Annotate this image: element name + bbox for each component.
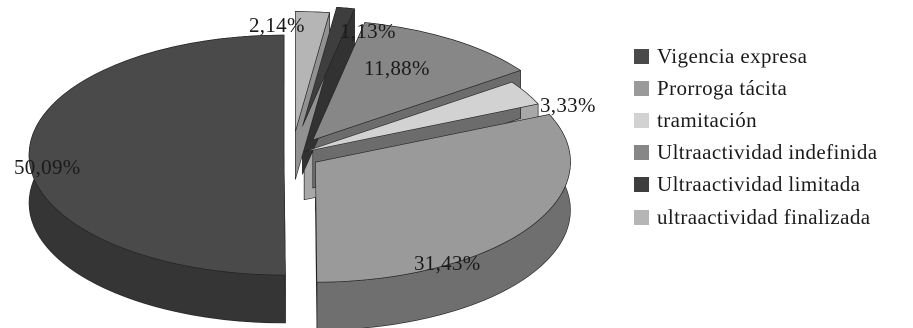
legend-swatch <box>634 80 649 96</box>
legend-swatch <box>634 145 649 161</box>
legend-label: tramitación <box>657 107 758 132</box>
legend-swatch <box>634 209 649 225</box>
legend-item-prorroga-tacita: Prorroga tácita <box>634 72 878 104</box>
pie-slice-tramitaci-n <box>304 81 539 153</box>
legend-item-tramitacion: tramitación <box>634 104 878 136</box>
pie-slice-ultraactividad-limitada <box>302 7 355 127</box>
pie-slice-vigencia-expresa <box>28 34 286 276</box>
legend-item-ultraactividad-finalizada: ultraactividad finalizada <box>634 201 878 233</box>
legend-label: Ultraactividad limitada <box>657 172 861 197</box>
data-label: 1,13% <box>340 19 396 43</box>
legend-label: Vigencia expresa <box>657 43 808 68</box>
legend-item-ultraactividad-indefinida: Ultraactividad indefinida <box>634 137 878 169</box>
pie-tops <box>28 7 571 283</box>
pie-slice-ultraactividad-indefinida <box>312 22 522 141</box>
data-label: 31,43% <box>414 251 481 275</box>
legend-label: ultraactividad finalizada <box>657 204 871 229</box>
pie-slice-prorroga-t-cita <box>315 114 571 283</box>
legend-swatch <box>634 112 649 128</box>
data-label: 3,33% <box>540 93 596 117</box>
legend-swatch <box>634 177 649 193</box>
legend-item-ultraactividad-limitada: Ultraactividad limitada <box>634 169 878 201</box>
pie-labels: 50,09% 31,43% 3,33% 11,88% 1,13% 2,14% <box>14 13 596 275</box>
legend-item-vigencia-expresa: Vigencia expresa <box>634 40 878 72</box>
legend-label: Prorroga tácita <box>657 75 788 100</box>
pie-slice-ultraactividad-finalizada <box>295 11 330 132</box>
data-label: 2,14% <box>249 13 305 37</box>
legend-label: Ultraactividad indefinida <box>657 140 878 165</box>
data-label: 11,88% <box>364 56 430 80</box>
data-label: 50,09% <box>14 155 81 179</box>
legend-swatch <box>634 48 649 64</box>
legend: Vigencia expresa Prorroga tácita tramita… <box>634 40 878 233</box>
